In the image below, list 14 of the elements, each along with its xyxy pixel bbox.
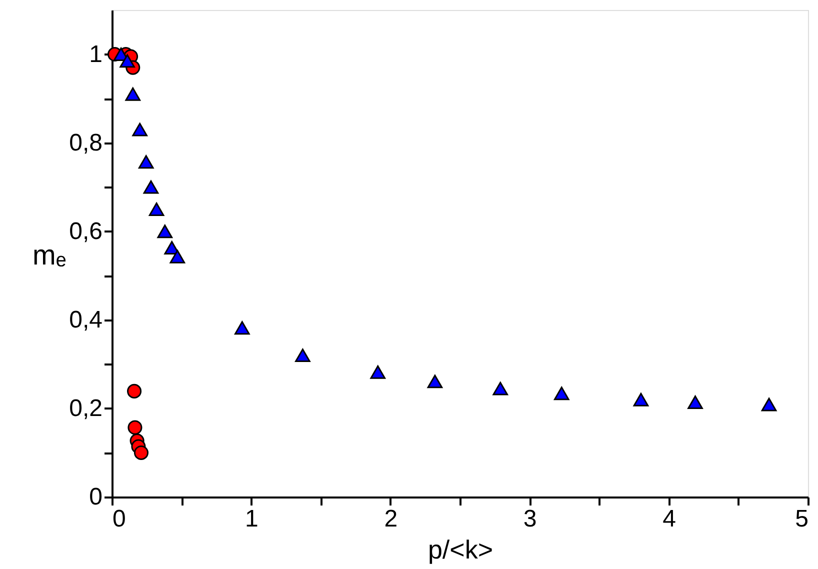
x-tick-label: 0: [112, 506, 126, 532]
x-tick-label: 1: [245, 506, 258, 532]
y-tick-label: 0,4: [69, 306, 102, 334]
y-tick-label: 0: [89, 484, 102, 510]
y-tick-label: 0,6: [69, 218, 102, 245]
y-tick-label: 0,2: [69, 394, 102, 422]
y-tick-label: 1: [89, 40, 102, 68]
y-tick-label: 0,8: [69, 129, 102, 156]
y-axis-title: mₑ: [32, 240, 66, 270]
x-axis-title: p/<k>: [428, 534, 494, 564]
x-tick-label: 3: [523, 506, 537, 532]
x-tick-label: 4: [662, 506, 676, 532]
x-tick-label: 5: [795, 506, 808, 532]
x-tick-label: 2: [384, 506, 398, 532]
